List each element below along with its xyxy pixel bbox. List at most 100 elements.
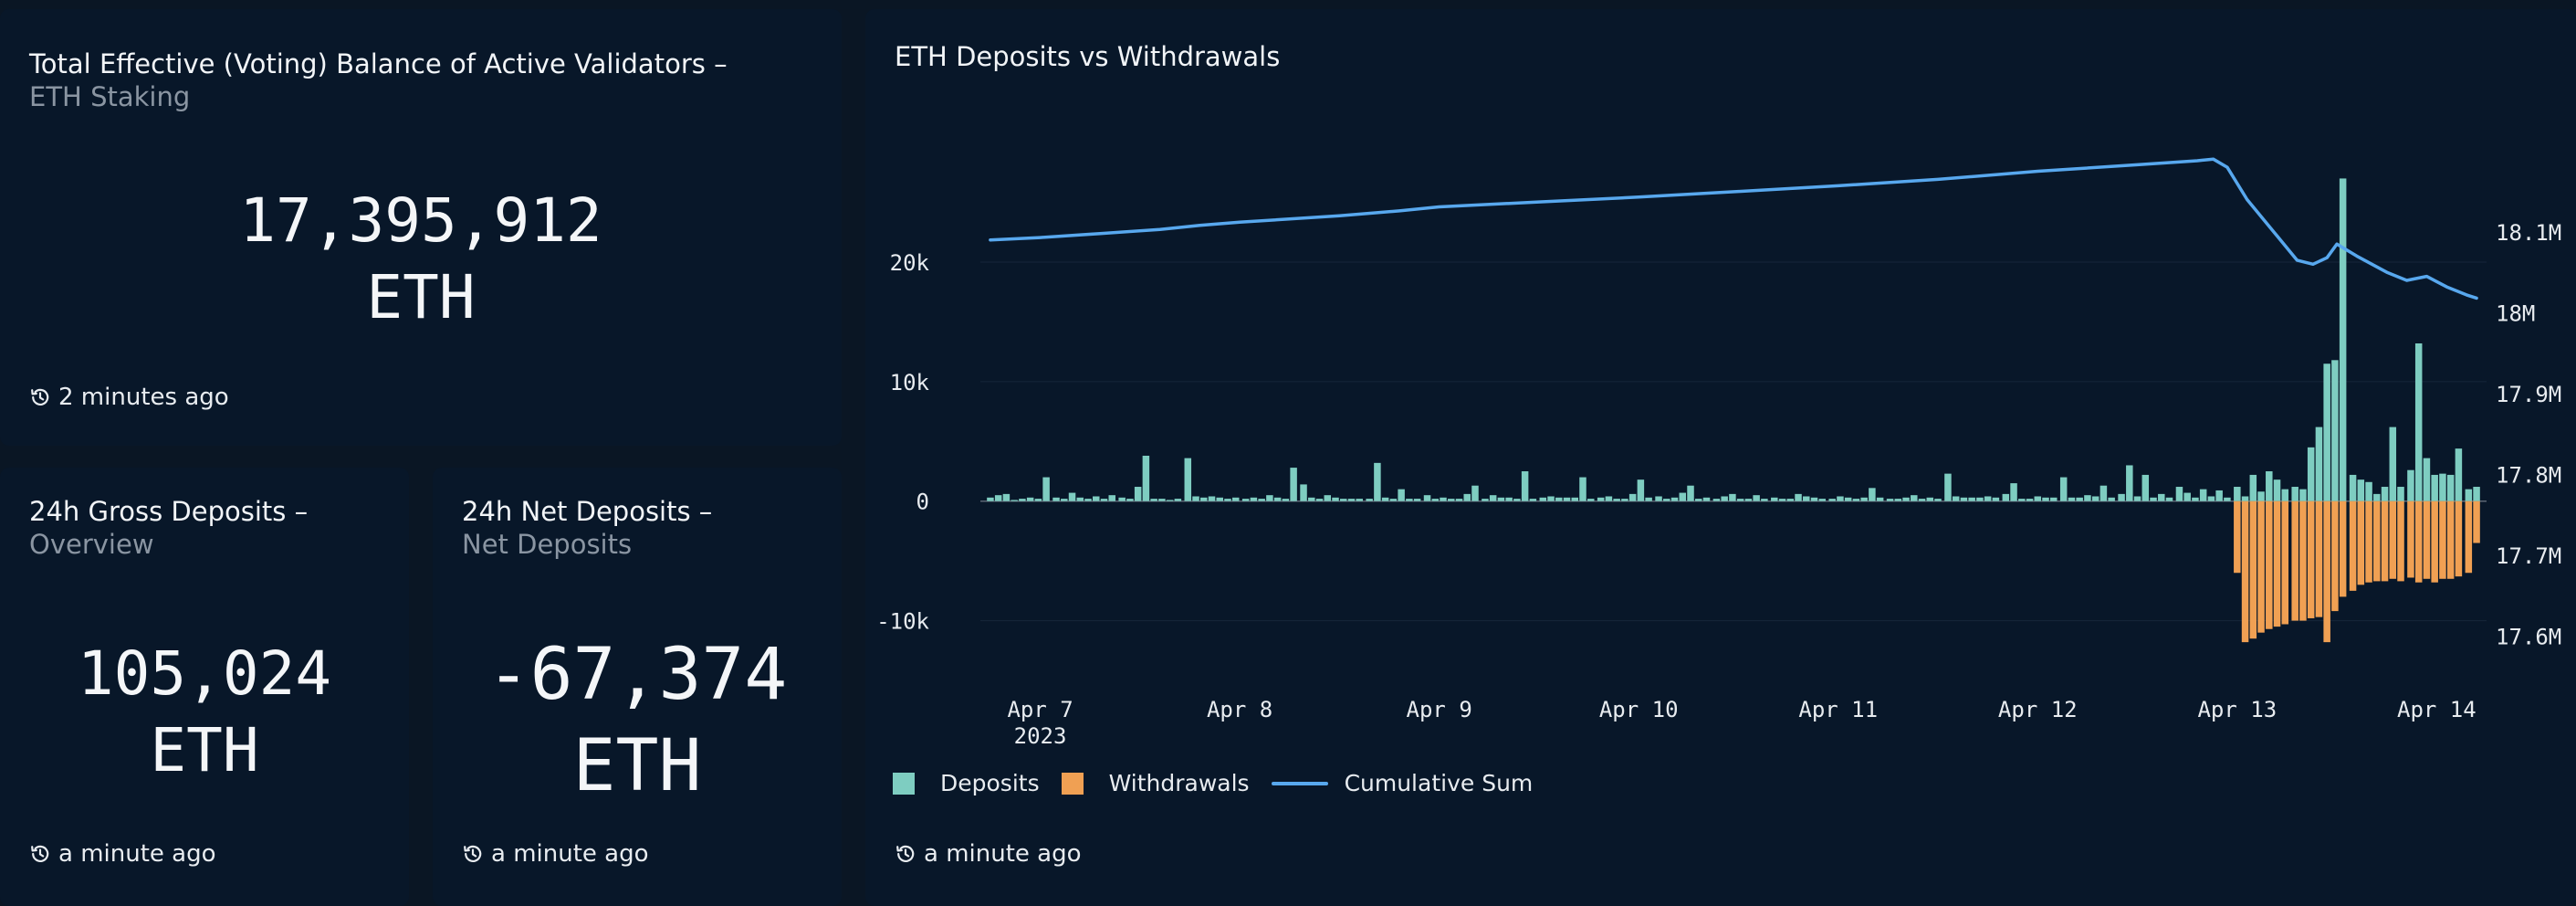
withdrawal-bar [2234, 500, 2241, 574]
deposit-bar [2126, 465, 2133, 501]
deposit-bar [1613, 499, 1620, 501]
deposit-bar [1174, 499, 1182, 501]
deposit-bar [1282, 499, 1290, 501]
deposit-bar [1968, 497, 1975, 501]
card-subtitle[interactable]: Net Deposits [462, 529, 633, 560]
deposit-bar [1134, 487, 1142, 501]
deposit-bar [1803, 496, 1810, 501]
deposit-bar [1463, 493, 1471, 501]
card-footer: 2 minutes ago [29, 384, 229, 411]
deposit-bar [1992, 497, 2000, 501]
withdrawal-bar [2266, 500, 2273, 629]
deposit-bar [1118, 497, 1126, 501]
deposit-bar [1952, 496, 1960, 501]
withdrawal-bar [2281, 500, 2289, 625]
deposits-chart-card: ETH Deposits vs Withdrawals a minute ago [865, 9, 2576, 906]
deposit-bar [2141, 474, 2150, 501]
deposit-bar [1926, 497, 1934, 501]
deposit-bar [1324, 495, 1332, 501]
withdrawal-bar [2273, 500, 2281, 627]
card-footer: a minute ago [29, 840, 216, 868]
chart-legend: Deposits Withdrawals Cumulative Sum [893, 770, 1555, 796]
x-tick-label: Apr 10 [1599, 697, 1679, 722]
card-title-text: 24h Net Deposits – [462, 496, 713, 527]
deposit-bar [1034, 499, 1042, 501]
deposit-bar [1579, 477, 1586, 501]
deposit-bar [2002, 493, 2010, 501]
deposit-bar [1744, 499, 1753, 501]
x-tick-year-label: 2023 [1014, 723, 1067, 749]
deposit-bar [1529, 499, 1537, 501]
card-footer: a minute ago [462, 840, 649, 868]
withdrawal-bar [2299, 500, 2307, 621]
deposit-bar [1702, 497, 1711, 501]
clock-history-icon [31, 845, 49, 862]
deposit-bar [1736, 499, 1744, 501]
deposit-bar [1339, 499, 1347, 501]
deposit-bar [1356, 499, 1363, 501]
deposit-bar [1158, 499, 1166, 501]
withdrawal-bar [2465, 500, 2473, 574]
deposit-bar [2266, 471, 2273, 501]
legend-swatch-cumulative [1271, 781, 1328, 785]
deposit-bar [2389, 427, 2397, 501]
updated-text: a minute ago [924, 840, 1082, 868]
deposit-bar [1621, 499, 1628, 501]
withdrawal-bar [2397, 500, 2404, 582]
deposit-bar [1332, 497, 1339, 501]
deposit-bar [2439, 473, 2446, 501]
updated-text: 2 minutes ago [58, 384, 229, 411]
deposit-bar [2108, 497, 2115, 501]
deposit-bar [2315, 427, 2323, 501]
deposit-bar [2365, 481, 2372, 501]
deposit-bar [1076, 497, 1084, 501]
deposit-bar [1539, 497, 1547, 501]
legend-item-withdrawals[interactable]: Withdrawals [1061, 770, 1250, 796]
deposit-bar [1944, 473, 1952, 501]
deposit-bar [2059, 477, 2068, 501]
card-title: Total Effective (Voting) Balance of Acti… [29, 47, 728, 113]
deposit-bar [1628, 493, 1637, 501]
deposit-bar [1778, 499, 1786, 501]
deposit-bar [2273, 479, 2281, 501]
deposit-bar [2183, 492, 2191, 501]
x-tick-label: Apr 12 [1998, 697, 2078, 722]
y-right-tick-label: 17.7M [2496, 543, 2561, 569]
deposit-bar [1052, 497, 1060, 501]
deposit-bar [1786, 499, 1795, 501]
deposit-bar [2215, 490, 2223, 501]
legend-item-cumulative[interactable]: Cumulative Sum [1271, 770, 1533, 796]
gross-deposits-card: 24h Gross Deposits – Overview 105,024 ET… [0, 468, 409, 906]
card-subtitle[interactable]: ETH Staking [29, 81, 191, 112]
total-balance-card: Total Effective (Voting) Balance of Acti… [0, 9, 842, 446]
deposit-bar [2091, 496, 2100, 501]
deposit-bar [2076, 497, 2083, 501]
deposit-bar [1273, 497, 1282, 501]
deposit-bar [2249, 474, 2257, 501]
deposit-bar [1894, 499, 1902, 501]
deposit-bar [1002, 493, 1011, 501]
deposit-bar [1042, 477, 1050, 501]
deposit-bar [1389, 499, 1398, 501]
legend-label: Deposits [940, 770, 1040, 796]
deposit-bar [1934, 499, 1942, 501]
deposit-bar [1224, 499, 1231, 501]
net-deposits-card: 24h Net Deposits – Net Deposits -67,374 … [433, 468, 842, 906]
deposit-bar [1712, 499, 1721, 501]
withdrawal-bar [2431, 500, 2438, 583]
deposit-bar [2010, 483, 2017, 501]
card-title-text: Total Effective (Voting) Balance of Acti… [29, 48, 728, 79]
legend-item-deposits[interactable]: Deposits [893, 770, 1040, 796]
withdrawal-bar [2323, 500, 2330, 643]
y-right-tick-label: 18.1M [2496, 220, 2561, 246]
card-subtitle[interactable]: Overview [29, 529, 154, 560]
deposit-bar [1381, 497, 1389, 501]
big-number-unit: ETH [150, 715, 259, 786]
big-number: -67,374 ETH [433, 630, 842, 813]
deposit-bar [1911, 495, 1918, 501]
deposit-bar [2473, 487, 2480, 501]
deposit-bar [1126, 499, 1134, 501]
deposit-bar [1679, 492, 1687, 501]
deposit-bar [2307, 447, 2315, 501]
